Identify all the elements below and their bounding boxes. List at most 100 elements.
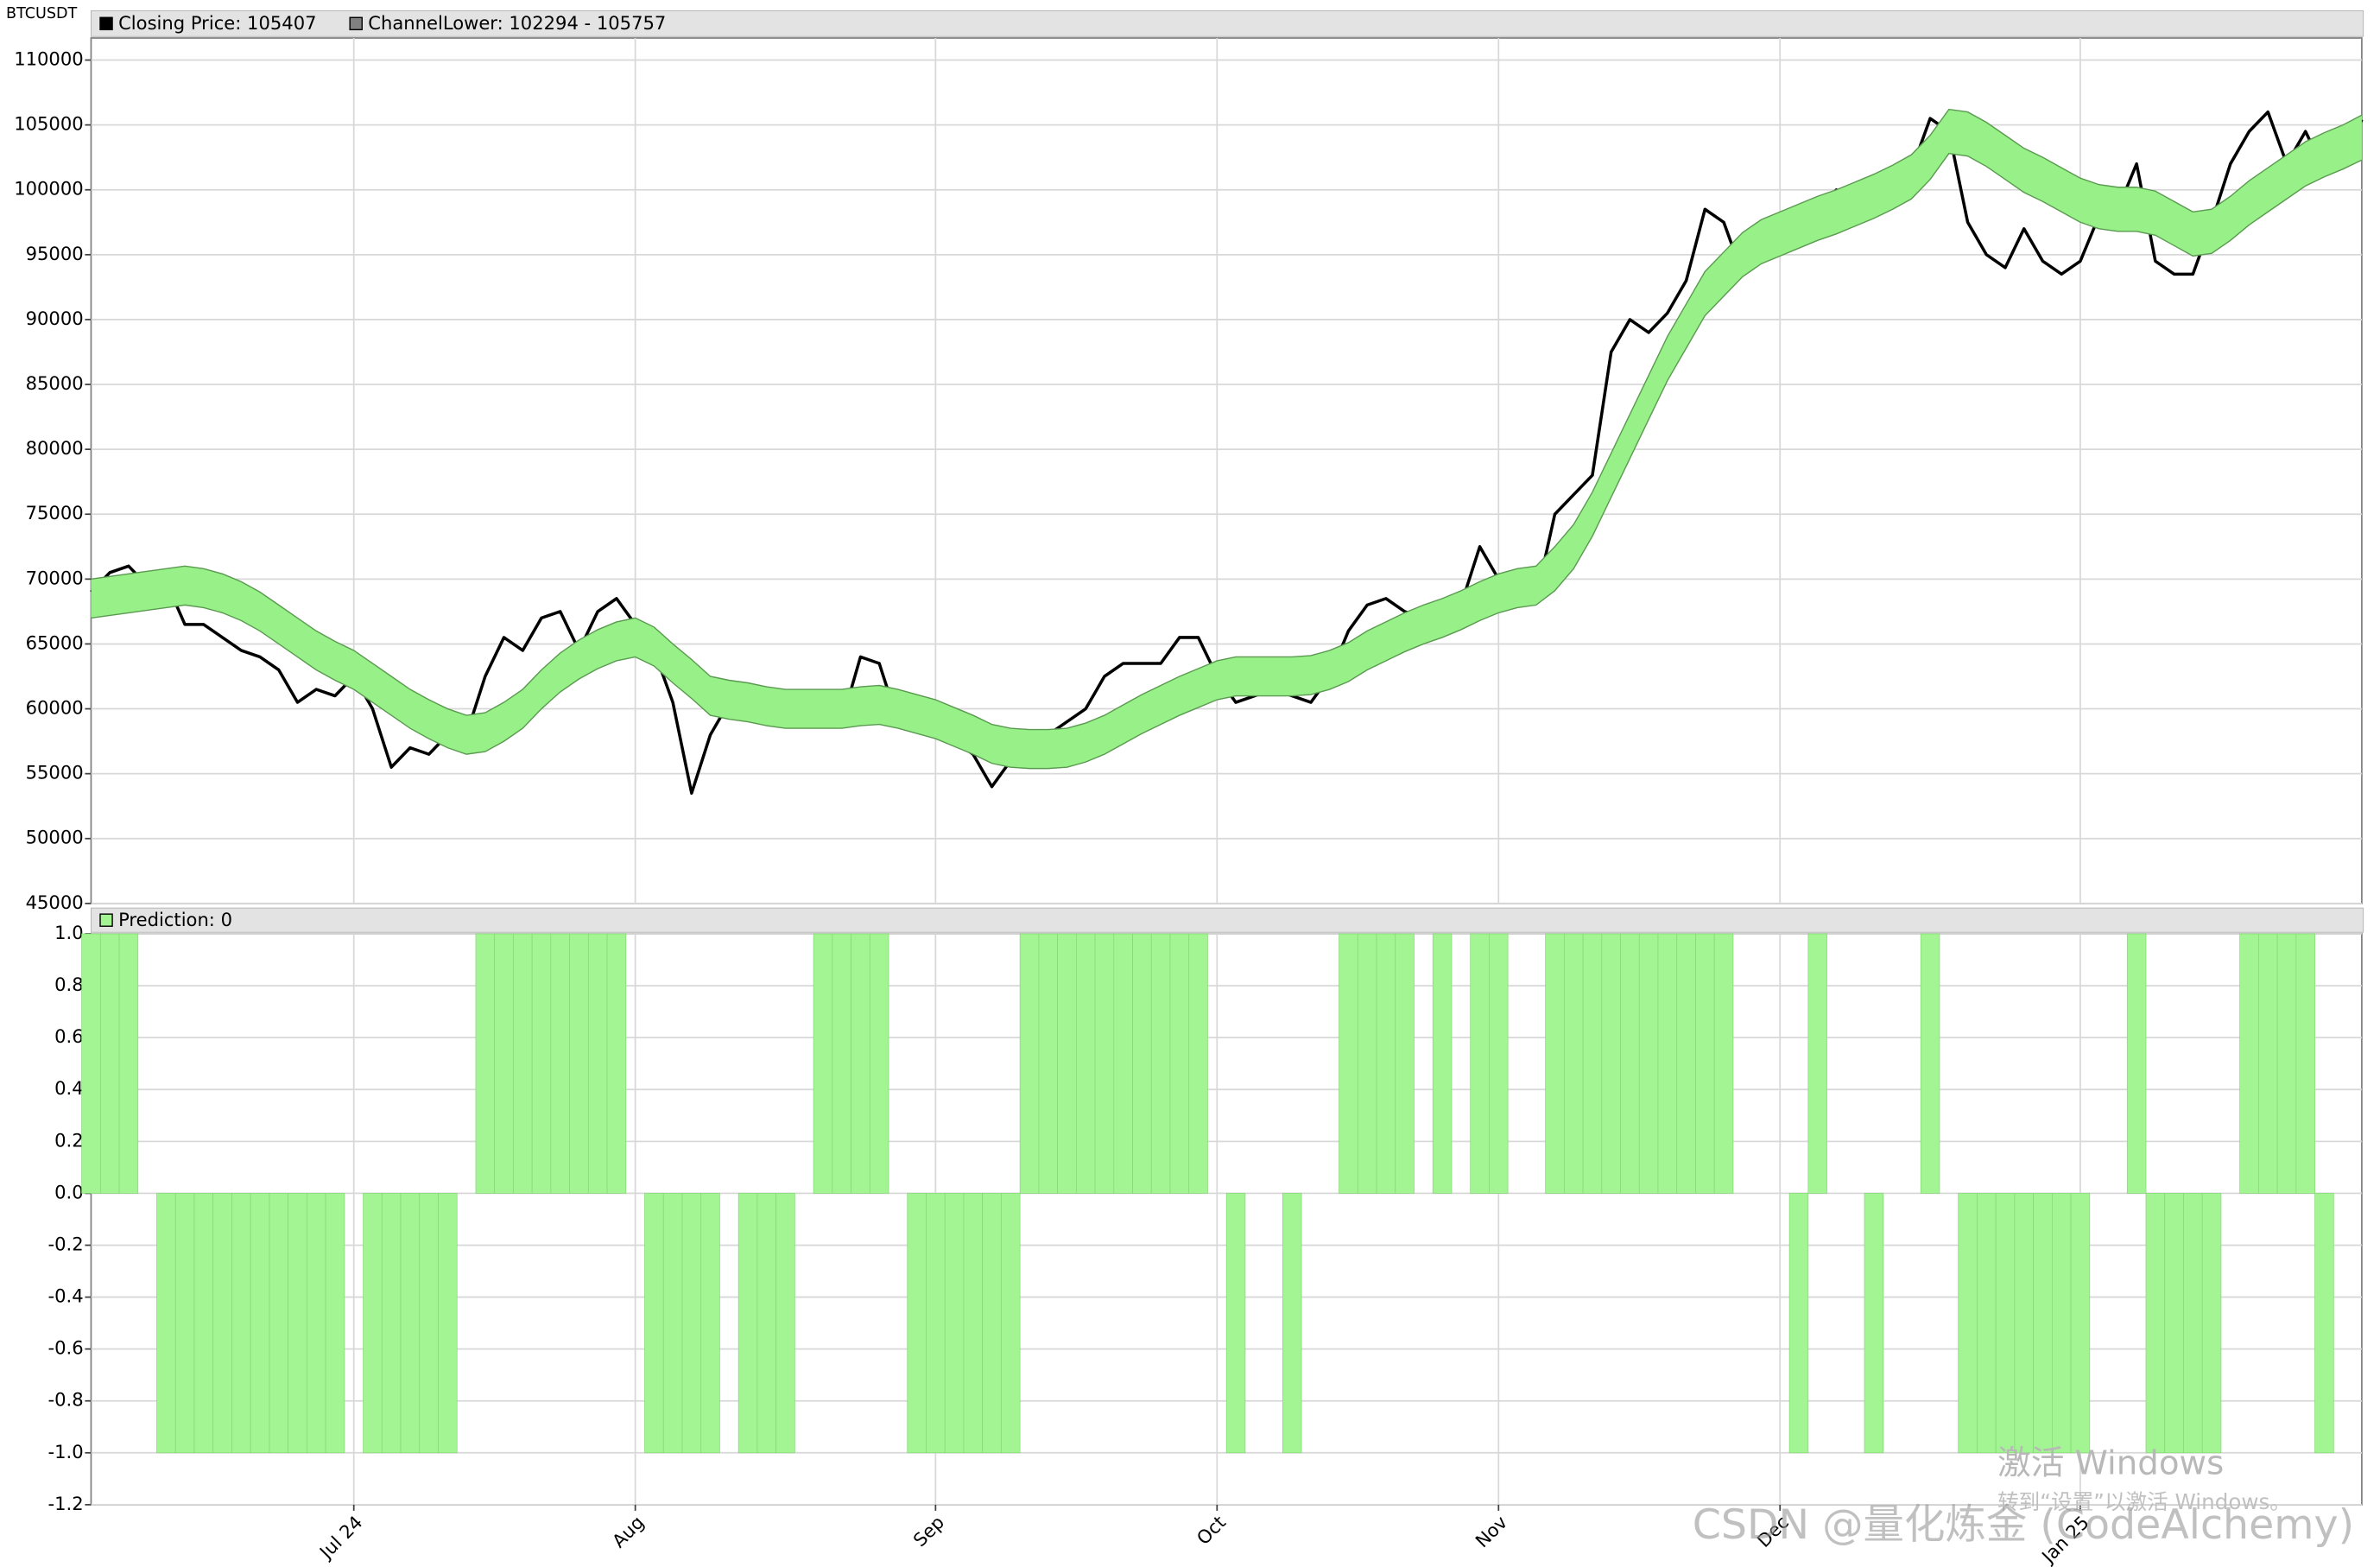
prediction-bar — [1563, 933, 1584, 1194]
prediction-bar — [2314, 1193, 2334, 1454]
prediction-bar — [531, 933, 552, 1194]
y-tick-label: 60000 — [26, 697, 84, 719]
prediction-bar — [250, 1193, 270, 1454]
prediction-bar — [1620, 933, 1640, 1194]
prediction-bar — [1432, 933, 1453, 1194]
legend-swatch — [99, 16, 113, 31]
prediction-bar — [174, 1193, 195, 1454]
prediction-bar — [2014, 1193, 2034, 1454]
y-tick-label: 0.8 — [54, 974, 84, 995]
prediction-bar — [982, 1193, 1002, 1454]
y-tick-label: 105000 — [14, 113, 83, 135]
prediction-bar — [1001, 1193, 1021, 1454]
prediction-bar — [606, 933, 627, 1194]
prediction-bar — [1601, 933, 1621, 1194]
prediction-bar — [756, 1193, 776, 1454]
watermark: CSDN @量化炼金 (CodeAlchemy) — [1693, 1501, 2354, 1549]
prediction-bar — [1676, 933, 1696, 1194]
legend-bar — [91, 907, 2364, 933]
prediction-bar — [99, 933, 120, 1194]
y-tick-label: 0.2 — [54, 1129, 84, 1151]
prediction-bar — [2295, 933, 2315, 1194]
prediction-bar — [737, 1193, 758, 1454]
prediction-bar — [1638, 933, 1659, 1194]
prediction-bar — [193, 1193, 214, 1454]
y-tick-label: 85000 — [26, 372, 84, 394]
prediction-bar — [325, 1193, 345, 1454]
prediction-bar — [550, 933, 570, 1194]
prediction-bar — [681, 1193, 702, 1454]
prediction-bar — [1282, 1193, 1302, 1454]
prediction-bar — [156, 1193, 176, 1454]
y-tick-label: 80000 — [26, 437, 84, 459]
prediction-bar — [1376, 933, 1396, 1194]
prediction-bar — [1657, 933, 1678, 1194]
prediction-bar — [494, 933, 514, 1194]
prediction-bar — [1395, 933, 1415, 1194]
prediction-bar — [944, 1193, 965, 1454]
prediction-bar — [869, 933, 889, 1194]
prediction-bar — [438, 1193, 458, 1454]
y-tick-label: 90000 — [26, 308, 84, 329]
prediction-bar — [813, 933, 833, 1194]
prediction-bar — [2276, 933, 2297, 1194]
prediction-bar — [381, 1193, 402, 1454]
prediction-bar — [400, 1193, 421, 1454]
prediction-bar — [1695, 933, 1715, 1194]
prediction-bar — [1545, 933, 1565, 1194]
prediction-bar — [1132, 933, 1152, 1194]
channel-lower — [91, 152, 2363, 770]
prediction-bar — [1057, 933, 1077, 1194]
prediction-bar — [1713, 933, 1734, 1194]
prediction-bar — [1169, 933, 1190, 1194]
y-tick-label: -0.8 — [48, 1389, 84, 1411]
chart-title: BTCUSDT — [6, 5, 78, 22]
y-tick-label: 0.0 — [54, 1181, 84, 1202]
prediction-bar — [212, 1193, 232, 1454]
legend-label: Closing Price: 105407 — [118, 12, 316, 34]
prediction-bar — [1489, 933, 1509, 1194]
prediction-bar — [81, 933, 101, 1194]
legend-bar — [91, 10, 2364, 37]
prediction-bar — [475, 933, 496, 1194]
prediction-bar — [2258, 933, 2278, 1194]
prediction-bar — [832, 933, 851, 1194]
prediction-bar — [1470, 933, 1490, 1194]
y-tick-label: -0.2 — [48, 1233, 84, 1254]
prediction-bar — [1582, 933, 1603, 1194]
y-tick-label: 0.6 — [54, 1025, 84, 1047]
prediction-bar — [288, 1193, 307, 1454]
y-tick-label: 75000 — [26, 502, 84, 523]
plot-area — [90, 37, 2363, 904]
prediction-bar — [2239, 933, 2259, 1194]
prediction-bar — [907, 1193, 927, 1454]
prediction-bar — [644, 1193, 664, 1454]
watermark: 转到“设置”以激活 Windows。 — [1997, 1489, 2291, 1514]
prediction-bar — [513, 933, 533, 1194]
prediction-bar — [775, 1193, 795, 1454]
y-tick-label: 110000 — [14, 48, 83, 70]
y-tick-label: -0.4 — [48, 1285, 84, 1307]
prediction-bar — [231, 1193, 251, 1454]
legend-label: Prediction: 0 — [118, 909, 232, 930]
prediction-bar — [307, 1193, 326, 1454]
prediction-bar — [587, 933, 608, 1194]
prediction-bar — [2164, 1193, 2184, 1454]
prediction-bar — [1150, 933, 1171, 1194]
legend-swatch — [99, 913, 113, 927]
prediction-bar — [1019, 933, 1040, 1194]
y-tick-label: -1.0 — [48, 1441, 84, 1462]
y-tick-label: 70000 — [26, 567, 84, 588]
prediction-bar — [118, 933, 139, 1194]
prediction-bar — [1958, 1193, 1978, 1454]
prediction-bar — [662, 1193, 683, 1454]
prediction-bar — [851, 933, 870, 1194]
prediction-bar — [1075, 933, 1096, 1194]
prediction-bar — [1339, 933, 1358, 1194]
y-tick-label: 95000 — [26, 243, 84, 264]
y-tick-label: 100000 — [14, 178, 83, 200]
y-tick-label: -1.2 — [48, 1493, 84, 1514]
prediction-bar — [2183, 1193, 2203, 1454]
